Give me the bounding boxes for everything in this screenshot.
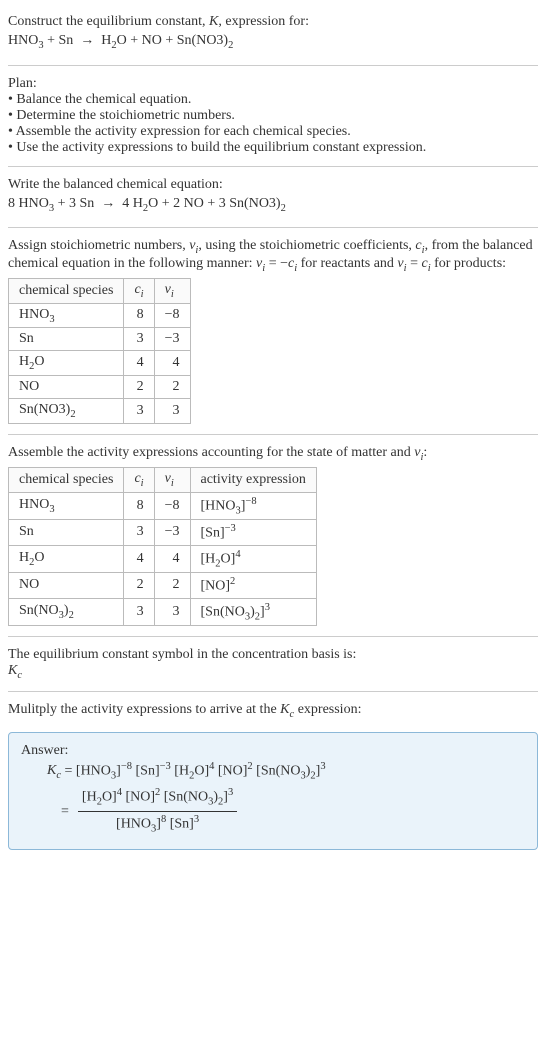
table-row: Sn(NO3)233: [9, 399, 191, 424]
plan-item: • Use the activity expressions to build …: [8, 140, 538, 156]
symbol-line2: Kc: [8, 663, 538, 681]
divider: [8, 434, 538, 435]
table-row: Sn(NO3)233[Sn(NO3)2]3: [9, 598, 317, 625]
header-section: Construct the equilibrium constant, K, e…: [8, 8, 538, 61]
plan-item: • Balance the chemical equation.: [8, 92, 538, 108]
stoich-table: chemical species ci νi HNO38−8 Sn3−3 H2O…: [8, 278, 191, 424]
answer-box: Answer: Kc = [HNO3]−8 [Sn]−3 [H2O]4 [NO]…: [8, 732, 538, 850]
plan-title: Plan:: [8, 76, 538, 92]
table-row: NO22[NO]2: [9, 573, 317, 599]
header-equation: HNO3 + Sn → H2O + NO + Sn(NO3)2: [8, 30, 538, 55]
plan-section: Plan: • Balance the chemical equation. •…: [8, 70, 538, 162]
divider: [8, 166, 538, 167]
answer-label: Answer:: [21, 743, 525, 759]
col-species: chemical species: [9, 467, 124, 492]
col-activity: activity expression: [190, 467, 316, 492]
table-row: H2O44: [9, 351, 191, 376]
plan-item: • Assemble the activity expression for e…: [8, 124, 538, 140]
table-row: NO22: [9, 376, 191, 399]
table-row: HNO38−8: [9, 303, 191, 328]
table-header-row: chemical species ci νi activity expressi…: [9, 467, 317, 492]
multiply-section: Mulitply the activity expressions to arr…: [8, 696, 538, 726]
activity-table: chemical species ci νi activity expressi…: [8, 467, 317, 626]
col-species: chemical species: [9, 278, 124, 303]
activity-intro: Assemble the activity expressions accoun…: [8, 445, 538, 463]
balanced-section: Write the balanced chemical equation: 8 …: [8, 171, 538, 224]
col-nui: νi: [154, 467, 190, 492]
stoich-section: Assign stoichiometric numbers, νi, using…: [8, 232, 538, 430]
table-row: HNO38−8[HNO3]−8: [9, 492, 317, 519]
balanced-equation: 8 HNO3 + 3 Sn → 4 H2O + 2 NO + 3 Sn(NO3)…: [8, 193, 538, 218]
answer-eq1: Kc = [HNO3]−8 [Sn]−3 [H2O]4 [NO]2 [Sn(NO…: [47, 759, 525, 785]
symbol-line1: The equilibrium constant symbol in the c…: [8, 647, 538, 663]
symbol-section: The equilibrium constant symbol in the c…: [8, 641, 538, 687]
fraction-numerator: [H2O]4 [NO]2 [Sn(NO3)2]3: [78, 785, 237, 812]
table-row: Sn3−3: [9, 328, 191, 351]
fraction-denominator: [HNO3]8 [Sn]3: [78, 812, 237, 838]
stoich-intro: Assign stoichiometric numbers, νi, using…: [8, 238, 538, 274]
divider: [8, 691, 538, 692]
header-line1: Construct the equilibrium constant, K, e…: [8, 14, 538, 30]
table-row: Sn3−3[Sn]−3: [9, 520, 317, 546]
divider: [8, 636, 538, 637]
table-row: H2O44[H2O]4: [9, 545, 317, 572]
balanced-title: Write the balanced chemical equation:: [8, 177, 538, 193]
col-nui: νi: [154, 278, 190, 303]
divider: [8, 65, 538, 66]
multiply-line: Mulitply the activity expressions to arr…: [8, 702, 538, 720]
divider: [8, 227, 538, 228]
plan-item: • Determine the stoichiometric numbers.: [8, 108, 538, 124]
col-ci: ci: [124, 467, 154, 492]
answer-eq2: = [H2O]4 [NO]2 [Sn(NO3)2]3 [HNO3]8 [Sn]3: [47, 785, 525, 839]
answer-fraction: [H2O]4 [NO]2 [Sn(NO3)2]3 [HNO3]8 [Sn]3: [78, 785, 237, 839]
activity-section: Assemble the activity expressions accoun…: [8, 439, 538, 632]
col-ci: ci: [124, 278, 154, 303]
table-header-row: chemical species ci νi: [9, 278, 191, 303]
